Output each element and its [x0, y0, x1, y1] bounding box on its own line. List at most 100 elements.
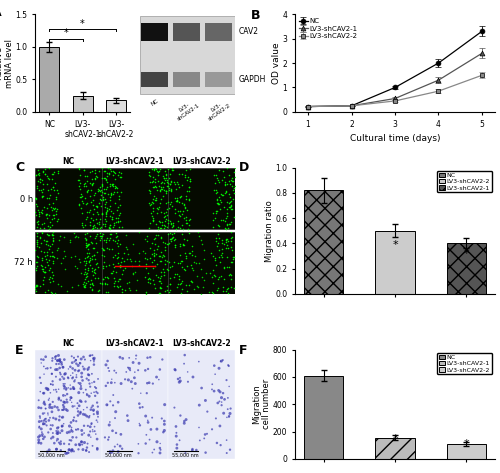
Point — [60, 247, 68, 254]
Point — [169, 234, 177, 241]
Point — [189, 373, 197, 381]
Point — [161, 246, 169, 254]
Point — [184, 183, 192, 191]
Point — [188, 447, 196, 454]
Point — [200, 435, 208, 442]
Point — [212, 209, 220, 217]
Point — [176, 377, 184, 385]
Text: 50,000 nm: 50,000 nm — [105, 453, 132, 458]
Point — [54, 403, 62, 411]
Point — [91, 383, 99, 391]
Point — [89, 272, 97, 279]
Point — [96, 233, 104, 240]
Point — [54, 216, 62, 223]
Point — [114, 283, 122, 291]
Point — [42, 385, 50, 392]
Point — [36, 374, 44, 381]
Point — [101, 434, 109, 441]
Point — [161, 288, 169, 295]
Point — [223, 209, 231, 216]
Point — [47, 381, 55, 388]
Point — [46, 414, 54, 421]
Point — [184, 378, 192, 385]
Point — [38, 431, 46, 438]
Point — [88, 253, 96, 260]
Point — [104, 288, 112, 295]
Point — [118, 288, 126, 296]
Point — [60, 406, 68, 414]
Point — [56, 440, 64, 447]
Point — [118, 286, 126, 293]
Point — [226, 203, 234, 210]
Point — [46, 403, 54, 411]
Point — [84, 186, 92, 194]
Point — [176, 378, 184, 386]
Point — [38, 263, 46, 270]
Point — [170, 273, 178, 280]
Point — [43, 237, 51, 245]
Legend: NC, LV3-shCAV2-1, LV3-shCAV2-2: NC, LV3-shCAV2-1, LV3-shCAV2-2 — [298, 18, 358, 40]
Point — [194, 228, 202, 236]
Point — [112, 214, 120, 222]
Point — [98, 188, 106, 196]
Point — [212, 171, 220, 179]
Point — [100, 189, 108, 196]
Bar — [168, 167, 235, 229]
Point — [32, 195, 40, 202]
Point — [84, 377, 92, 384]
Point — [214, 399, 222, 407]
Point — [91, 274, 99, 282]
Point — [117, 430, 125, 438]
Point — [163, 240, 171, 248]
Point — [150, 256, 158, 263]
Point — [223, 221, 231, 228]
Point — [67, 437, 75, 444]
Point — [88, 267, 96, 274]
Point — [156, 289, 164, 297]
Point — [161, 243, 169, 250]
Point — [132, 352, 140, 359]
Point — [44, 287, 52, 294]
Point — [164, 219, 172, 227]
Point — [44, 410, 52, 417]
Point — [190, 258, 198, 266]
Point — [46, 401, 54, 408]
Point — [176, 251, 184, 258]
Point — [86, 249, 94, 256]
Point — [31, 246, 39, 254]
Point — [224, 245, 232, 252]
Point — [170, 243, 178, 251]
Point — [88, 265, 96, 272]
Point — [136, 420, 143, 427]
Point — [52, 360, 60, 368]
Point — [68, 283, 76, 291]
Point — [224, 284, 232, 292]
Point — [222, 287, 230, 295]
Point — [174, 223, 182, 231]
Point — [212, 186, 220, 194]
Point — [174, 259, 182, 267]
Point — [212, 415, 220, 422]
Point — [34, 177, 42, 185]
Point — [90, 222, 98, 230]
Point — [178, 257, 186, 265]
Point — [111, 184, 119, 192]
Point — [212, 189, 220, 197]
Point — [124, 376, 132, 384]
Point — [116, 217, 124, 225]
Point — [214, 284, 222, 292]
Point — [40, 389, 48, 397]
Point — [111, 443, 119, 450]
Point — [108, 215, 116, 223]
Point — [168, 185, 175, 193]
Point — [134, 367, 142, 374]
Point — [178, 285, 186, 293]
Bar — [72, 96, 92, 112]
Text: GAPDH: GAPDH — [238, 75, 266, 84]
Point — [156, 179, 164, 187]
Point — [70, 358, 78, 366]
Point — [93, 204, 101, 211]
Point — [34, 254, 42, 261]
Point — [86, 256, 94, 264]
Point — [167, 237, 175, 245]
